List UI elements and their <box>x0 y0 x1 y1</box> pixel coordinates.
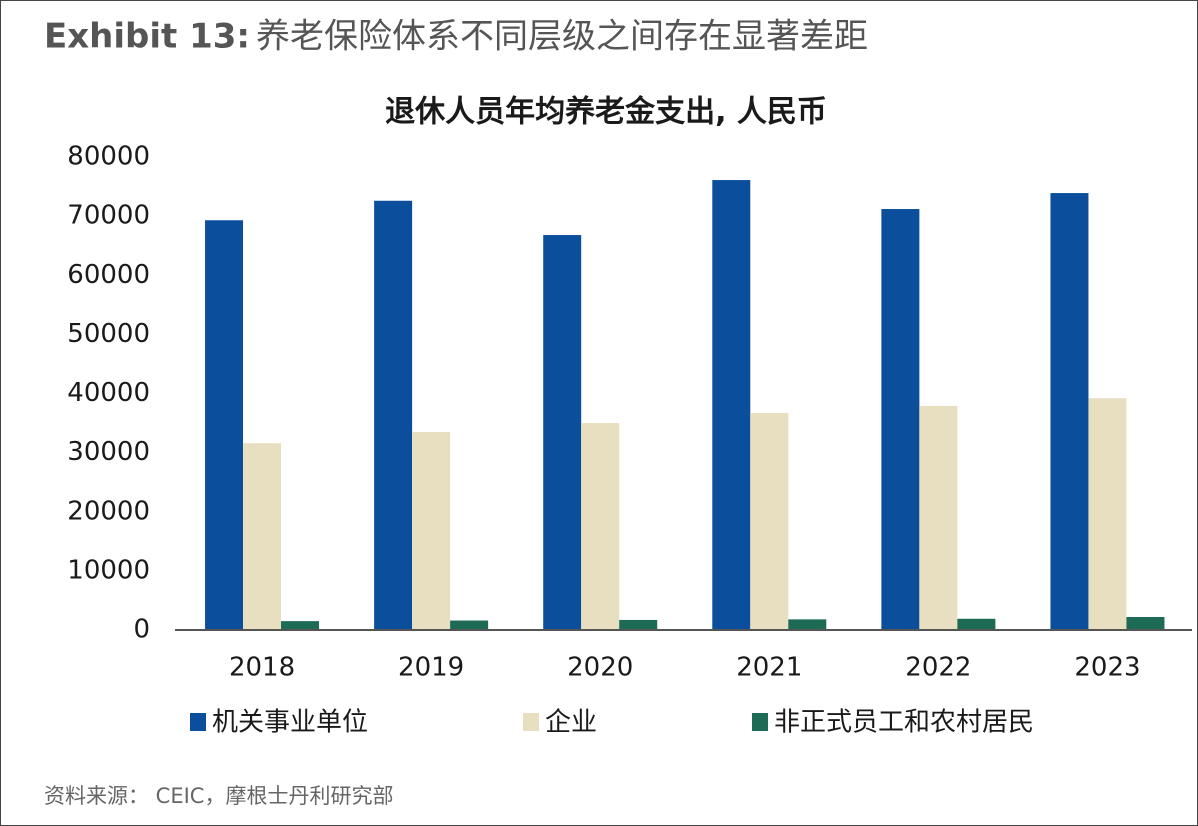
x-tick-label: 2019 <box>398 653 464 683</box>
bar <box>543 235 582 631</box>
bar <box>205 220 244 631</box>
legend-label: 企业 <box>545 708 597 738</box>
bar <box>450 620 489 630</box>
bar <box>581 423 620 630</box>
y-tick-label: 20000 <box>67 496 150 526</box>
y-tick-label: 10000 <box>67 555 150 585</box>
y-tick-label: 30000 <box>67 437 150 467</box>
bar <box>750 413 789 630</box>
y-tick-label: 0 <box>133 615 150 645</box>
bar <box>788 619 827 630</box>
bar <box>281 621 320 630</box>
x-tick-label: 2022 <box>905 653 971 683</box>
legend-label: 机关事业单位 <box>212 708 368 738</box>
bar <box>1088 398 1127 630</box>
y-tick-label: 40000 <box>67 378 150 408</box>
chart-title: 退休人员年均养老金支出, 人民币 <box>385 95 827 130</box>
bar <box>919 405 958 630</box>
page-title: 养老保险体系不同层级之间存在显著差距 <box>256 17 868 57</box>
y-tick-label: 50000 <box>67 319 150 349</box>
x-tick-label: 2020 <box>567 653 633 683</box>
source-note: 资料来源： CEIC，摩根士丹利研究部 <box>44 784 393 808</box>
y-tick-label: 60000 <box>67 260 150 290</box>
x-tick-label: 2023 <box>1074 653 1140 683</box>
bar <box>374 200 413 630</box>
y-tick-label: 80000 <box>67 142 150 172</box>
x-tick-label: 2021 <box>736 653 802 683</box>
exhibit-label: Exhibit 13: <box>44 17 250 57</box>
bar <box>243 443 282 630</box>
bar <box>1050 193 1089 630</box>
legend-swatch <box>523 713 539 731</box>
bar <box>712 180 751 630</box>
bar <box>619 619 658 630</box>
legend-swatch <box>190 713 206 731</box>
x-tick-label: 2018 <box>229 653 295 683</box>
y-tick-label: 70000 <box>67 201 150 231</box>
bar <box>881 209 920 630</box>
legend-swatch <box>752 713 768 731</box>
bar <box>1126 616 1165 630</box>
legend-label: 非正式员工和农村居民 <box>774 708 1034 738</box>
bar <box>957 618 996 630</box>
bar <box>412 431 451 630</box>
